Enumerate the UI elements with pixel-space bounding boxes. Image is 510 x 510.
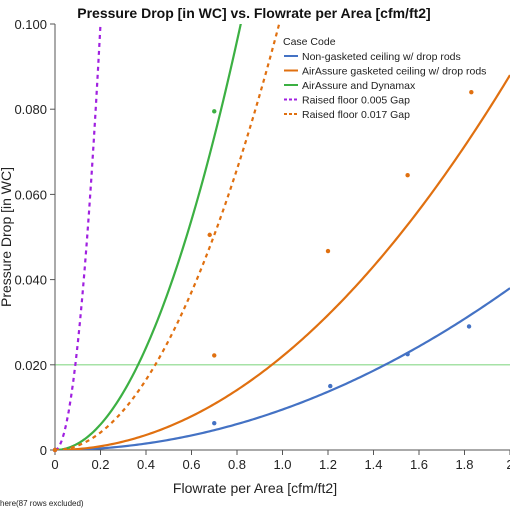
data-point-series-0 [405,351,410,357]
legend-title: Case Code [283,36,336,48]
x-axis-title: Flowrate per Area [cfm/ft2] [173,480,337,496]
x-tick-label: 1.4 [364,457,382,472]
series-curve-2 [55,24,242,450]
x-tick-label: 0.8 [228,457,246,472]
fit-curve-layer [55,24,510,450]
x-tick-label: 1.2 [319,457,337,472]
series-curve-4 [55,24,281,450]
data-point-series-0 [212,420,217,426]
x-tick-label: 2 [506,457,510,472]
x-tick-label: 0.4 [137,457,155,472]
data-point-series-4 [207,232,212,238]
y-tick-label: 0.040 [14,273,47,288]
data-point-series-1 [212,353,217,358]
chart-title: Pressure Drop [in WC] vs. Flowrate per A… [77,5,430,21]
data-point-series-0 [328,383,333,389]
y-axis-title: Pressure Drop [in WC] [0,167,14,307]
y-tick-label: 0.060 [14,187,47,202]
legend-label-0: Non-gasketed ceiling w/ drop rods [302,51,461,63]
legend-label-4: Raised floor 0.017 Gap [302,109,410,121]
series-curve-3 [55,24,102,450]
data-point-series-1 [469,89,474,95]
y-tick-label: 0.020 [14,358,47,373]
y-tick-label: 0.080 [14,102,47,117]
x-tick-label: 0 [51,457,58,472]
data-point-series-1 [405,173,410,178]
series-curve-1 [55,74,510,450]
axis-layer [50,23,510,455]
y-tick-label: 0.100 [14,17,47,32]
y-tick-label: 0 [40,443,47,458]
footnote: here(87 rows excluded) [0,499,84,508]
x-tick-label: 1.8 [455,457,473,472]
legend: Case Code Non-gasketed ceiling w/ drop r… [283,36,486,121]
x-tick-label: 0.2 [91,457,109,472]
data-point-layer [52,89,474,453]
x-tick-label: 1.0 [273,457,291,472]
x-tick-label: 1.6 [410,457,428,472]
tick-label-layer: 0 0.2 0.4 0.6 0.8 1.0 1.2 1.4 1.6 1.8 2 0 0.020 0.040… [14,17,510,472]
legend-label-2: AirAssure and Dynamax [302,80,416,92]
legend-label-3: Raised floor 0.005 Gap [302,95,410,107]
data-point-series-1 [325,248,331,254]
series-curve-0 [55,287,510,450]
x-tick-label: 0.6 [182,457,200,472]
legend-label-1: AirAssure gasketed ceiling w/ drop rods [302,66,486,78]
data-point-series-0 [466,324,472,329]
data-point-series-4 [52,447,58,453]
data-point-series-2 [212,109,217,114]
